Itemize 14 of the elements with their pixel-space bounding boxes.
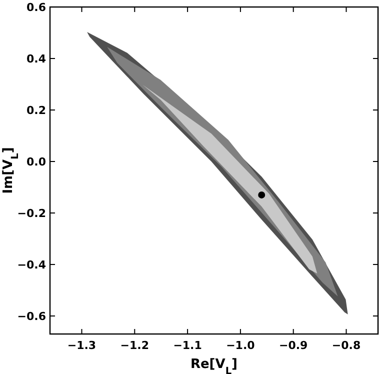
y-tick-label: −0.2	[17, 206, 46, 220]
x-axis-title: Re[V$_{L}$]	[190, 357, 238, 374]
x-tick-label: −1.3	[67, 339, 96, 352]
y-tick-label: −0.4	[17, 258, 46, 272]
y-tick-label: 0.0	[26, 155, 46, 168]
x-tick-label: −0.8	[332, 339, 361, 352]
y-tick-label: 0.6	[26, 1, 46, 14]
y-tick-label: 0.2	[26, 104, 46, 117]
y-tick-label: −0.6	[17, 310, 46, 323]
x-tick-label: −1.2	[120, 339, 149, 352]
x-tick-label: −1.0	[226, 339, 256, 352]
x-tick-label: −0.9	[279, 339, 308, 352]
x-tick-label: −1.1	[173, 339, 202, 352]
y-tick-label: 0.4	[26, 52, 46, 66]
